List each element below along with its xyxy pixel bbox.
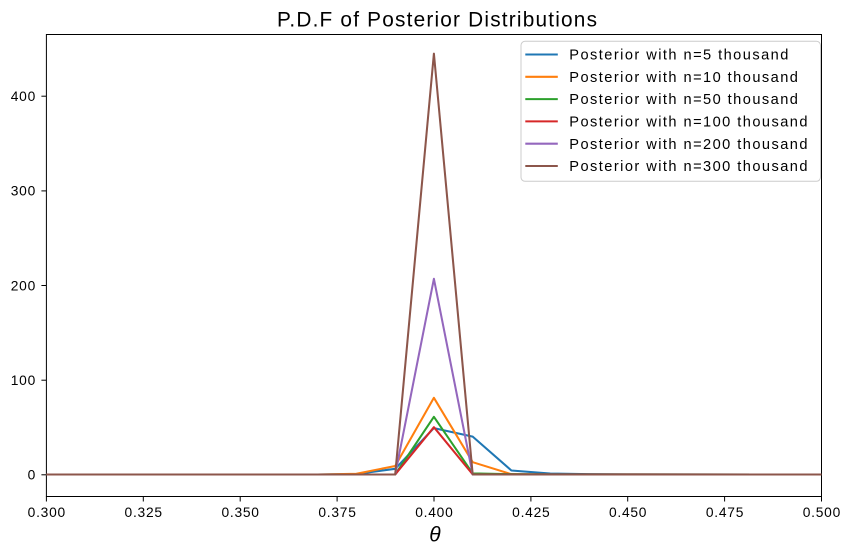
- svg-text:0.475: 0.475: [706, 505, 744, 520]
- svg-text:Posterior with n=100 thousand: Posterior with n=100 thousand: [569, 115, 809, 131]
- svg-text:P.D.F of Posterior Distributio: P.D.F of Posterior Distributions: [277, 8, 598, 31]
- svg-text:0: 0: [28, 468, 36, 483]
- svg-text:0.375: 0.375: [318, 505, 356, 520]
- svg-text:0.300: 0.300: [28, 505, 66, 520]
- svg-text:Posterior with n=50 thousand: Posterior with n=50 thousand: [569, 92, 799, 108]
- svg-text:0.425: 0.425: [512, 505, 550, 520]
- svg-text:100: 100: [11, 373, 36, 388]
- svg-text:0.450: 0.450: [609, 505, 647, 520]
- svg-text:0.325: 0.325: [125, 505, 163, 520]
- svg-text:θ: θ: [429, 524, 441, 547]
- svg-text:200: 200: [11, 278, 36, 293]
- svg-text:300: 300: [11, 184, 36, 199]
- svg-text:Posterior with n=5 thousand: Posterior with n=5 thousand: [569, 48, 789, 64]
- svg-text:Posterior with n=10 thousand: Posterior with n=10 thousand: [569, 70, 799, 86]
- svg-text:0.400: 0.400: [415, 505, 453, 520]
- svg-text:Posterior with n=200 thousand: Posterior with n=200 thousand: [569, 137, 809, 153]
- svg-text:400: 400: [11, 89, 36, 104]
- svg-text:0.500: 0.500: [803, 505, 841, 520]
- svg-text:Posterior with n=300 thousand: Posterior with n=300 thousand: [569, 159, 809, 175]
- svg-text:0.350: 0.350: [221, 505, 259, 520]
